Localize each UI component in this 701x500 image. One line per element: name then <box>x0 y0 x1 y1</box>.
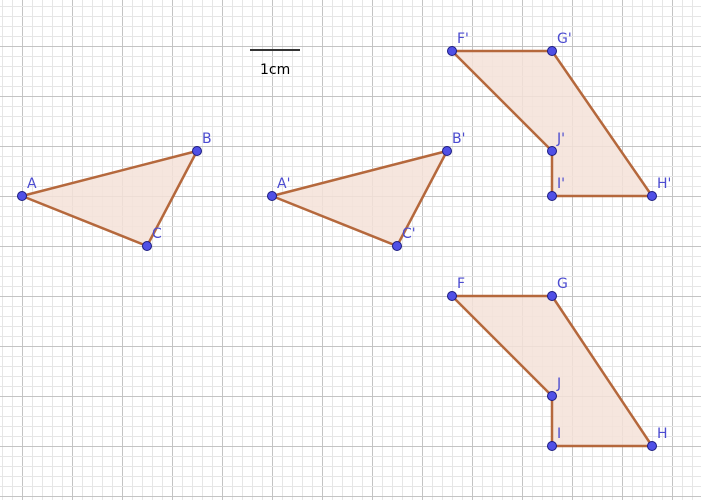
point-label: G' <box>557 31 572 47</box>
point-label: C <box>152 226 162 242</box>
hexagon-fghij-image[interactable]: F' G' H' I' J' <box>447 31 672 201</box>
point-label: J' <box>556 131 565 147</box>
scale-bar-label: 1cm <box>260 62 290 78</box>
point-j-prime[interactable] <box>547 146 557 156</box>
point-j[interactable] <box>547 391 557 401</box>
point-label: B <box>202 131 212 147</box>
point-a-prime[interactable] <box>267 191 277 201</box>
point-label: B' <box>452 131 465 147</box>
point-label: A <box>27 176 37 192</box>
point-h-prime[interactable] <box>647 191 657 201</box>
triangle-abc-image[interactable]: A' B' C' <box>267 131 466 251</box>
point-label: F <box>457 276 465 292</box>
point-label: H <box>657 426 668 442</box>
point-b[interactable] <box>192 146 202 156</box>
point-i-prime[interactable] <box>547 191 557 201</box>
shapes-layer: A B C A' B' C' F' G' H' I' J' F G H I J <box>17 31 672 451</box>
hexagon-fghij-polygon[interactable] <box>450 294 654 448</box>
point-label: A' <box>277 176 290 192</box>
scale-bar: 1cm <box>250 49 300 78</box>
point-label: G <box>557 276 568 292</box>
point-label: F' <box>457 31 469 47</box>
point-c-prime[interactable] <box>392 241 402 251</box>
triangle-abc-polygon[interactable] <box>20 149 199 248</box>
point-c[interactable] <box>142 241 152 251</box>
point-label: C' <box>402 226 416 242</box>
point-a[interactable] <box>17 191 27 201</box>
point-g[interactable] <box>547 291 557 301</box>
point-label: J <box>556 376 561 392</box>
triangle-abc[interactable]: A B C <box>17 131 212 251</box>
point-i[interactable] <box>547 441 557 451</box>
point-label: I <box>557 426 561 442</box>
hexagon-fghij-image-polygon[interactable] <box>450 49 654 198</box>
point-h[interactable] <box>647 441 657 451</box>
point-f-prime[interactable] <box>447 46 457 56</box>
point-f[interactable] <box>447 291 457 301</box>
point-b-prime[interactable] <box>442 146 452 156</box>
triangle-abc-image-polygon[interactable] <box>270 149 449 248</box>
point-label: H' <box>657 176 671 192</box>
point-g-prime[interactable] <box>547 46 557 56</box>
point-label: I' <box>557 176 565 192</box>
hexagon-fghij[interactable]: F G H I J <box>447 276 668 451</box>
